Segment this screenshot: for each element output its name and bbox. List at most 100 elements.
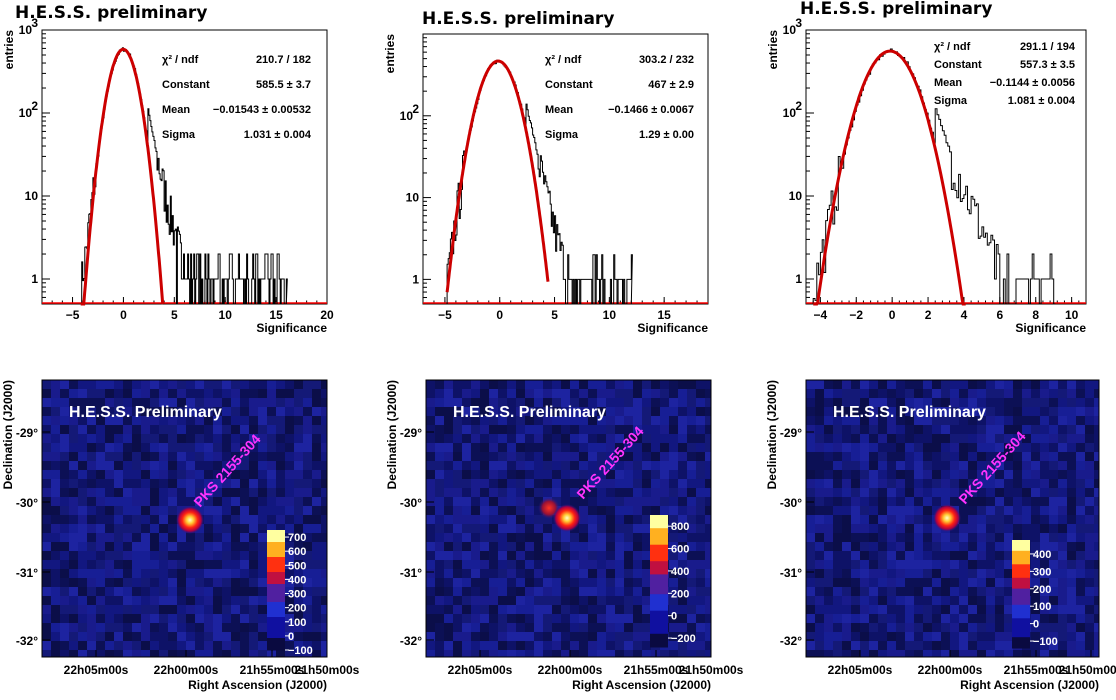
y-axis-label: Declination (J2000): [1, 380, 15, 489]
y-tick-label: 10: [783, 23, 797, 37]
stat-name: χ² / ndf: [162, 54, 199, 66]
stat-name: Sigma: [162, 129, 196, 141]
x-axis-label: Significance: [1015, 321, 1086, 335]
colorbar-tick-label: 0: [671, 611, 677, 623]
y-tick-label: -30°: [780, 496, 802, 510]
colorbar-tick-label: 200: [671, 588, 689, 600]
y-tick-exponent: 3: [795, 16, 802, 30]
stat-name: Constant: [162, 79, 210, 91]
colorbar-tick-label: 300: [288, 589, 306, 601]
x-tick-label: 21h55m00s: [240, 663, 305, 677]
stat-value: 291.1 / 194: [1020, 41, 1076, 53]
stat-name: Constant: [545, 79, 593, 91]
x-tick-label: 21h50m00s: [1059, 663, 1116, 677]
colorbar-tick-label: 0: [1033, 619, 1039, 631]
x-tick-label: 22h00m00s: [538, 663, 603, 677]
stat-value: −0.1144 ± 0.0056: [990, 77, 1075, 89]
source-hotspot: [553, 504, 581, 532]
stat-value: 1.29 ± 0.00: [639, 129, 694, 141]
y-axis-label: entries: [766, 30, 780, 70]
stat-name: Mean: [545, 104, 573, 116]
y-tick-label: -30°: [16, 496, 38, 510]
stat-name: χ² / ndf: [545, 54, 582, 66]
gaussian-fit-curve: [445, 59, 550, 293]
x-tick-label: 2: [925, 308, 932, 322]
colorbar: 400 300 200 100 0 −100: [1012, 540, 1058, 649]
y-axis-label: entries: [383, 34, 397, 74]
y-tick-label: -32°: [400, 634, 422, 648]
y-tick-label: -32°: [780, 634, 802, 648]
y-tick-label: 10: [19, 106, 33, 120]
x-tick-label: 22h05m00s: [828, 663, 893, 677]
stat-name: Sigma: [545, 129, 579, 141]
colorbar: 800 600 400 200 0 −200: [650, 515, 696, 648]
y-tick-label: 10: [783, 106, 797, 120]
skymap-frame: [425, 379, 712, 658]
y-tick-label: 1: [31, 272, 38, 286]
plot-frame: [805, 29, 1087, 305]
plot-frame: [422, 33, 709, 305]
colorbar-tick-label: 200: [1033, 584, 1051, 596]
x-tick-label: −5: [66, 308, 80, 322]
x-tick-label: 21h55m00s: [624, 663, 689, 677]
x-tick-label: 22h00m00s: [154, 663, 219, 677]
stat-value: 210.7 / 182: [256, 54, 311, 66]
histogram-steps: [446, 59, 633, 305]
stat-value: 557.3 ± 3.5: [1020, 59, 1075, 71]
stat-name: Mean: [934, 77, 962, 89]
y-tick-label: 1: [412, 272, 419, 286]
source-hotspot: [933, 504, 961, 532]
x-tick-label: 21h55m00s: [1004, 663, 1069, 677]
colorbar-tick-label: 100: [288, 617, 306, 629]
colorbar-tick-label: 600: [288, 546, 306, 558]
y-tick-label: -32°: [16, 634, 38, 648]
colorbar-tick-label: −100: [288, 645, 313, 657]
x-tick-label: 15: [657, 308, 671, 322]
y-tick-label: -30°: [400, 496, 422, 510]
colorbar-tick-label: 600: [671, 544, 689, 556]
x-tick-label: 10: [1065, 308, 1079, 322]
stat-value: 303.2 / 232: [639, 54, 694, 66]
x-tick-label: 5: [551, 308, 558, 322]
histogram-title: H.E.S.S. preliminary: [15, 3, 207, 23]
x-tick-label: 0: [496, 308, 503, 322]
colorbar-tick-label: 300: [1033, 566, 1051, 578]
colorbar-tick-label: 700: [288, 532, 306, 544]
y-tick-label: 10: [25, 189, 39, 203]
skymap-frame: [805, 379, 1100, 658]
x-tick-label: 22h00m00s: [918, 663, 983, 677]
x-tick-label: 10: [219, 308, 233, 322]
y-tick-label: 10: [406, 191, 420, 205]
colorbar-tick-label: 400: [288, 574, 306, 586]
stat-value: 1.031 ± 0.004: [244, 129, 312, 141]
colorbar-tick-label: −200: [671, 633, 696, 645]
histogram-title: H.E.S.S. preliminary: [422, 9, 614, 29]
gaussian-fit-curve: [80, 47, 165, 306]
colorbar-tick-label: −100: [1033, 636, 1058, 648]
skymap-preliminary-label: H.E.S.S. Preliminary: [69, 404, 222, 421]
x-tick-label: −2: [849, 308, 863, 322]
x-tick-label: 6: [997, 308, 1004, 322]
y-tick-label: 1: [795, 272, 802, 286]
stat-name: Mean: [162, 104, 190, 116]
x-tick-label: 0: [120, 308, 127, 322]
stat-value: −0.1466 ± 0.0067: [608, 104, 694, 116]
stat-value: −0.01543 ± 0.00532: [213, 104, 311, 116]
x-tick-label: −5: [438, 308, 452, 322]
x-axis-label: Significance: [637, 321, 708, 335]
y-tick-label: 10: [19, 23, 33, 37]
x-tick-label: 8: [1032, 308, 1039, 322]
x-tick-label: 10: [603, 308, 617, 322]
x-tick-label: 5: [171, 308, 178, 322]
x-axis-label: Significance: [256, 321, 327, 335]
skymap-preliminary-label: H.E.S.S. Preliminary: [453, 404, 606, 421]
colorbar-tick-label: 100: [1033, 601, 1051, 613]
histogram-title: H.E.S.S. preliminary: [800, 0, 992, 19]
colorbar-tick-label: 500: [288, 560, 306, 572]
y-axis-label: Declination (J2000): [385, 380, 399, 489]
x-tick-label: 20: [320, 308, 334, 322]
x-tick-label: 21h50m00s: [295, 663, 360, 677]
